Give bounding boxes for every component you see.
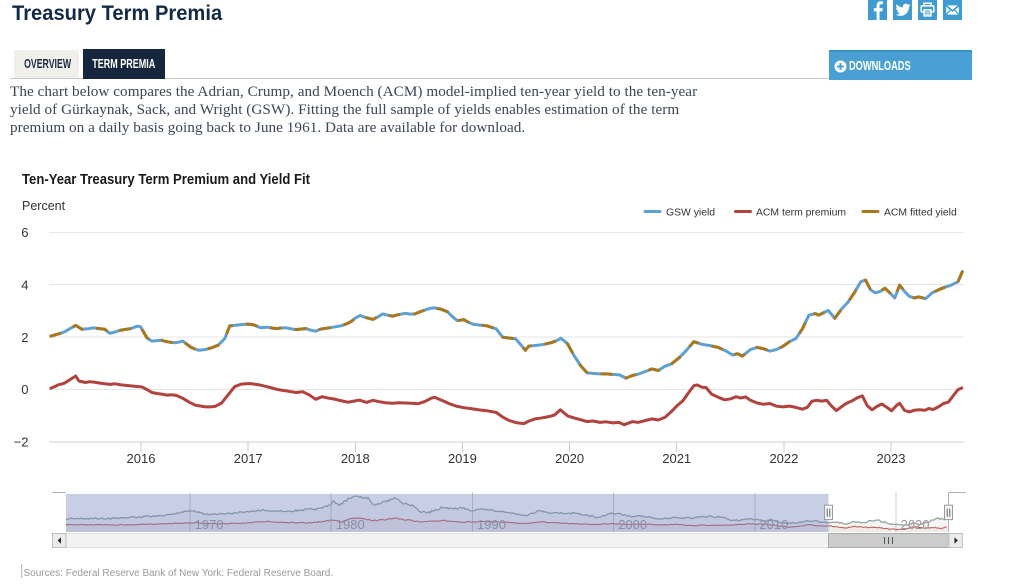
svg-text:4: 4 bbox=[21, 277, 28, 292]
svg-text:ACM fitted yield: ACM fitted yield bbox=[884, 208, 957, 219]
svg-text:2010: 2010 bbox=[759, 517, 788, 532]
svg-text:2: 2 bbox=[21, 330, 28, 345]
svg-text:ACM term premium: ACM term premium bbox=[756, 208, 846, 219]
svg-text:−2: −2 bbox=[14, 435, 29, 450]
svg-text:0: 0 bbox=[21, 382, 28, 397]
svg-text:6: 6 bbox=[21, 225, 28, 240]
svg-text:2018: 2018 bbox=[341, 451, 370, 466]
svg-text:Sources: Federal Reserve Bank: Sources: Federal Reserve Bank of New Yor… bbox=[24, 568, 334, 579]
svg-text:2017: 2017 bbox=[234, 451, 263, 466]
svg-text:2000: 2000 bbox=[618, 517, 647, 532]
svg-text:2020: 2020 bbox=[555, 451, 584, 466]
svg-text:1980: 1980 bbox=[336, 517, 365, 532]
svg-text:1970: 1970 bbox=[195, 517, 224, 532]
svg-text:2021: 2021 bbox=[662, 451, 691, 466]
svg-text:2020: 2020 bbox=[901, 517, 930, 532]
svg-text:GSW yield: GSW yield bbox=[666, 208, 715, 219]
svg-text:2016: 2016 bbox=[127, 451, 156, 466]
svg-text:Percent: Percent bbox=[22, 199, 66, 213]
svg-text:2022: 2022 bbox=[769, 451, 798, 466]
svg-text:2019: 2019 bbox=[448, 451, 477, 466]
svg-text:Ten-Year Treasury Term Premium: Ten-Year Treasury Term Premium and Yield… bbox=[22, 172, 310, 188]
svg-text:2023: 2023 bbox=[877, 451, 906, 466]
svg-text:1990: 1990 bbox=[477, 517, 506, 532]
